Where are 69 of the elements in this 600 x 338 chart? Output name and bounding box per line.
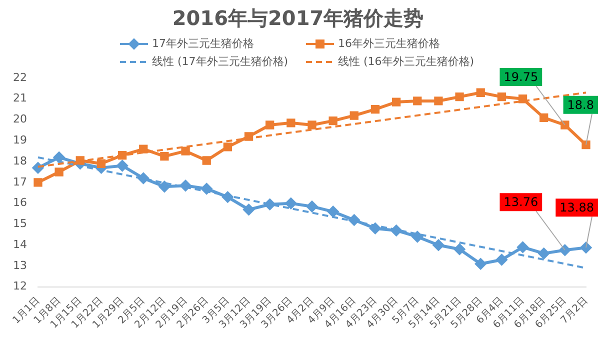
point <box>454 244 466 255</box>
point <box>348 214 360 226</box>
point <box>202 156 211 165</box>
y-tick-label: 14 <box>12 238 27 251</box>
point <box>455 92 464 102</box>
y-tick-label: 20 <box>12 112 27 126</box>
point <box>118 150 127 160</box>
point <box>76 156 84 165</box>
point <box>434 96 443 106</box>
y-tick-label: 17 <box>12 175 27 188</box>
point <box>264 198 276 210</box>
point <box>308 120 316 130</box>
y-tick-label: 16 <box>12 196 27 210</box>
point <box>243 204 254 216</box>
point <box>432 240 444 251</box>
point <box>582 140 590 150</box>
point <box>138 172 149 184</box>
legend-label: 16年外三元生猪价格 <box>338 36 440 50</box>
legend-label: 17年外三元生猪价格 <box>152 36 254 50</box>
point <box>370 105 380 114</box>
point <box>306 200 318 212</box>
point <box>413 96 422 106</box>
point <box>497 92 506 102</box>
y-tick-label: 18 <box>12 154 27 168</box>
point <box>559 244 570 256</box>
point <box>518 94 528 104</box>
point <box>116 160 128 172</box>
point <box>180 180 192 192</box>
point <box>266 120 274 130</box>
point <box>350 111 358 120</box>
point <box>158 181 170 192</box>
data-label: 13.88 <box>560 200 594 215</box>
point <box>538 248 550 259</box>
y-tick-label: 13 <box>12 258 27 272</box>
point <box>370 222 381 234</box>
point <box>139 144 148 154</box>
point <box>476 88 485 97</box>
y-tick-label: 15 <box>12 217 27 230</box>
data-label: 13.76 <box>504 195 538 210</box>
point <box>412 231 423 242</box>
point <box>54 152 65 163</box>
point <box>496 254 508 266</box>
point <box>390 224 402 236</box>
point <box>328 206 339 218</box>
point <box>540 113 548 122</box>
point <box>181 146 190 156</box>
legend-label: 线性 (16年外三元生猪价格) <box>338 54 474 68</box>
point <box>222 192 234 203</box>
point <box>54 168 64 176</box>
y-tick-label: 19 <box>12 134 27 147</box>
point <box>517 242 528 253</box>
point <box>223 142 232 152</box>
point <box>96 159 106 168</box>
point <box>201 183 212 194</box>
point <box>34 178 42 187</box>
chart-title: 2016年与2017年猪价走势 <box>172 6 424 30</box>
y-tick-label: 22 <box>12 70 27 84</box>
point <box>244 132 254 141</box>
point <box>285 198 296 209</box>
point <box>328 116 338 126</box>
data-label: 19.75 <box>504 70 538 84</box>
y-tick-label: 12 <box>12 280 27 293</box>
data-label: 18.8 <box>567 98 594 112</box>
point <box>475 258 486 270</box>
point <box>286 118 296 128</box>
legend-label: 线性 (17年外三元生猪价格) <box>152 54 288 68</box>
point <box>160 152 169 161</box>
point <box>392 98 401 106</box>
y-tick-label: 21 <box>12 92 27 105</box>
